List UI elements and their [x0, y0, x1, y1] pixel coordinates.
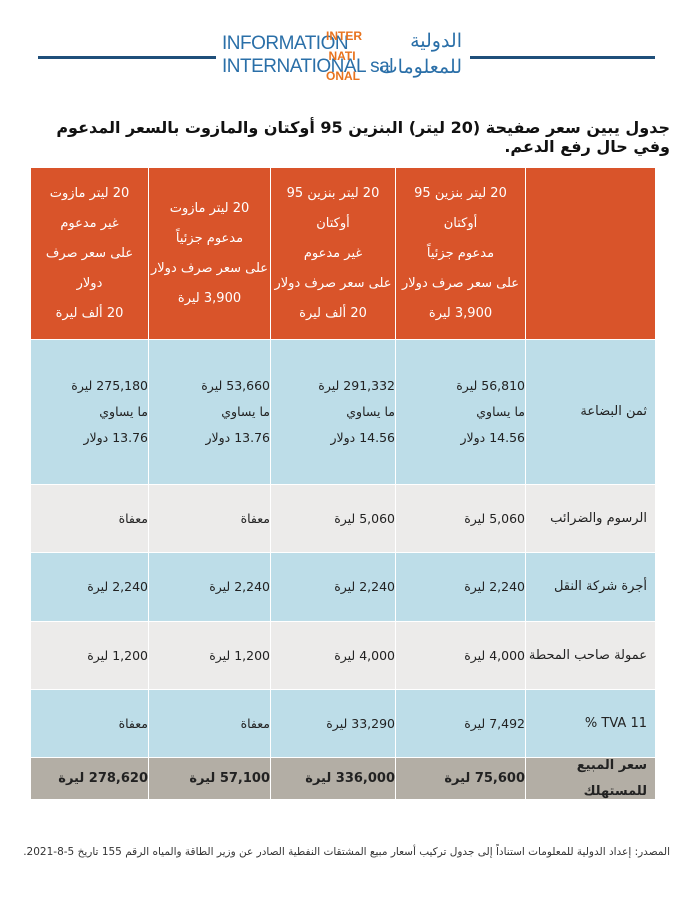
value-cell: 2,240 ليرة	[395, 553, 525, 622]
divider	[38, 56, 216, 59]
header-line: مدعوم جزئياً	[426, 245, 495, 261]
header-line: 20 ليتر مازوت	[49, 185, 130, 201]
header-line: على سعر صرف دولار	[274, 275, 392, 291]
cell-line: 278,620 ليرة	[58, 770, 148, 786]
cell-line: 13.76 دولار	[205, 430, 270, 445]
corner-cell	[525, 168, 655, 340]
header-line: 20 ليتر بنزين 95 أوكتان	[286, 185, 380, 231]
value-cell: 275,180 ليرة ما يساوي 13.76 دولار	[30, 340, 148, 485]
cell-line: 56,810 ليرة	[456, 378, 525, 393]
logo-arabic: الدولية للمعلومات	[362, 28, 462, 80]
value-cell: 57,100 ليرة	[148, 758, 270, 800]
cell-line: 5,060 ليرة	[464, 510, 525, 526]
header-line: على سعر صرف دولار	[401, 275, 520, 291]
cell-line: 2,240 ليرة	[209, 579, 270, 594]
cell-line: 1,200 ليرة	[209, 647, 270, 663]
cell-line: 2,240 ليرة	[334, 579, 395, 594]
header-line: غير مدعوم	[60, 215, 119, 231]
column-header: 20 ليتر مازوت غير مدعوم على سعر صرف دولار 2…	[30, 168, 148, 340]
header-line: غير مدعوم	[303, 245, 363, 261]
value-cell: 75,600 ليرة	[395, 758, 525, 800]
cell-line: معفاة	[118, 715, 148, 731]
logo-line: NATI	[328, 49, 356, 63]
cell-line: 7,492 ليرة	[464, 715, 525, 731]
logo-line: INTERNATIONAL sal	[222, 56, 393, 77]
value-cell: 53,660 ليرة ما يساوي 13.76 دولار	[148, 340, 270, 485]
value-cell: 4,000 ليرة	[270, 622, 395, 690]
value-cell: 33,290 ليرة	[270, 690, 395, 758]
cell-line: 33,290 ليرة	[326, 715, 395, 731]
column-header: 20 ليتر بنزين 95 أوكتان مدعوم جزئياً على س…	[395, 168, 525, 340]
value-cell: 1,200 ليرة	[30, 622, 148, 690]
cell-line: 4,000 ليرة	[464, 647, 525, 663]
value-cell: معفاة	[30, 485, 148, 553]
value-cell: 1,200 ليرة	[148, 622, 270, 690]
logo-line: INTER	[326, 29, 362, 43]
header-line: 20 ليتر بنزين 95 أوكتان	[414, 185, 507, 231]
value-cell: 5,060 ليرة	[270, 485, 395, 553]
logo-mark: INTER NATI ONAL	[326, 26, 362, 86]
value-cell: 56,810 ليرة ما يساوي 14.56 دولار	[395, 340, 525, 485]
logo-english: INFORMATION INTERNATIONAL sal	[222, 32, 393, 78]
cell-line: ما يساوي	[221, 404, 270, 419]
value-cell: 2,240 ليرة	[148, 553, 270, 622]
cell-line: 14.56 دولار	[460, 430, 525, 445]
column-header: 20 ليتر مازوت مدعوم جزئياً على سعر صرف دول…	[148, 168, 270, 340]
row-label: سعر المبيع للمستهلك	[525, 758, 655, 800]
cell-line: 2,240 ليرة	[87, 579, 148, 594]
cell-line: معفاة	[240, 510, 270, 526]
cell-line: ما يساوي	[99, 404, 148, 419]
value-cell: 336,000 ليرة	[270, 758, 395, 800]
header-line: 3,900 ليرة	[428, 305, 493, 321]
source-note: المصدر: إعداد الدولية للمعلومات استناداً…	[23, 846, 670, 858]
header-line: 20 ليتر مازوت	[169, 200, 250, 216]
row-label: TVA 11 %	[525, 690, 655, 758]
value-cell: معفاة	[148, 690, 270, 758]
title: جدول يبين سعر صفيحة (20 ليتر) البنزين 95…	[56, 118, 670, 156]
header-line: 20 ألف ليرة	[55, 305, 124, 321]
value-cell: 2,240 ليرة	[30, 553, 148, 622]
header-line: على سعر صرف دولار	[150, 260, 269, 276]
cell-line: 2,240 ليرة	[464, 579, 525, 594]
cell-line: 5,060 ليرة	[334, 510, 395, 526]
cell-line: 53,660 ليرة	[201, 378, 270, 393]
header-line: 20 ألف ليرة	[299, 305, 367, 321]
header-line: على سعر صرف دولار	[45, 245, 134, 291]
value-cell: 4,000 ليرة	[395, 622, 525, 690]
row-label: ثمن البضاعة	[525, 340, 655, 485]
header-line: 3,900 ليرة	[177, 290, 242, 306]
value-cell: 7,492 ليرة	[395, 690, 525, 758]
cell-line: 57,100 ليرة	[189, 770, 270, 786]
row-label: عمولة صاحب المحطة	[525, 622, 655, 690]
row-label: أجرة شركة النقل	[525, 553, 655, 622]
cell-line: 275,180 ليرة	[71, 378, 148, 393]
value-cell: معفاة	[148, 485, 270, 553]
logo-line: ONAL	[326, 69, 360, 83]
logo-line: الدولية	[410, 30, 462, 52]
value-cell: 291,332 ليرة ما يساوي 14.56 دولار	[270, 340, 395, 485]
price-table: 20 ليتر بنزين 95 أوكتان مدعوم جزئياً على س…	[30, 168, 655, 800]
row-label: الرسوم والضرائب	[525, 485, 655, 553]
cell-line: ما يساوي	[476, 404, 525, 419]
cell-line: 14.56 دولار	[330, 430, 395, 445]
cell-line: 291,332 ليرة	[318, 378, 395, 393]
cell-line: 75,600 ليرة	[444, 770, 525, 786]
value-cell: 5,060 ليرة	[395, 485, 525, 553]
header-line: مدعوم جزئياً	[175, 230, 244, 246]
cell-line: 13.76 دولار	[83, 430, 148, 445]
cell-line: 336,000 ليرة	[305, 770, 395, 786]
value-cell: معفاة	[30, 690, 148, 758]
cell-line: 4,000 ليرة	[334, 647, 395, 663]
cell-line: معفاة	[118, 510, 148, 526]
value-cell: 2,240 ليرة	[270, 553, 395, 622]
column-header: 20 ليتر بنزين 95 أوكتان غير مدعوم على سعر …	[270, 168, 395, 340]
cell-line: 1,200 ليرة	[87, 647, 148, 663]
divider	[470, 56, 655, 59]
logo-line: للمعلومات	[379, 56, 462, 78]
cell-line: معفاة	[240, 715, 270, 731]
value-cell: 278,620 ليرة	[30, 758, 148, 800]
cell-line: ما يساوي	[346, 404, 395, 419]
logo-line: INFORMATION	[222, 33, 349, 54]
